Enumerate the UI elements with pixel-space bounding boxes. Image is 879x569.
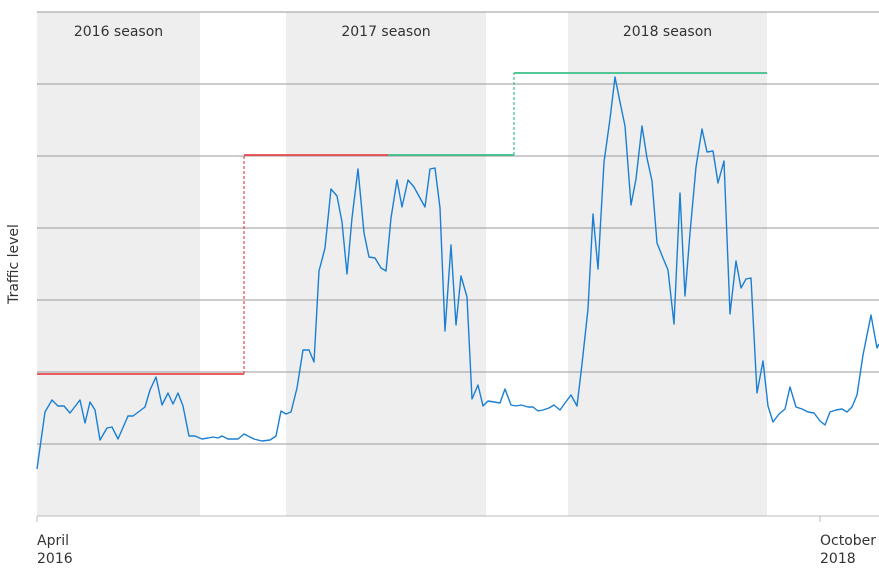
marks bbox=[36, 72, 879, 470]
x-tick-label: 2018 bbox=[820, 551, 856, 567]
labels: 2016 season 2017 season 2018 season April 20… bbox=[37, 24, 876, 567]
season-label: 2017 season bbox=[341, 24, 430, 40]
season-label: 2018 season bbox=[623, 24, 712, 40]
traffic-line bbox=[36, 76, 879, 470]
x-tick-label: April bbox=[37, 533, 69, 549]
grid bbox=[36, 11, 879, 522]
season-label: 2016 season bbox=[74, 24, 163, 40]
season-band bbox=[568, 12, 767, 516]
season-regions bbox=[37, 12, 767, 516]
y-axis-label: Traffic level bbox=[6, 224, 22, 305]
x-tick-label: 2016 bbox=[37, 551, 73, 567]
season-band bbox=[37, 12, 200, 516]
x-tick-label: October bbox=[820, 533, 876, 549]
